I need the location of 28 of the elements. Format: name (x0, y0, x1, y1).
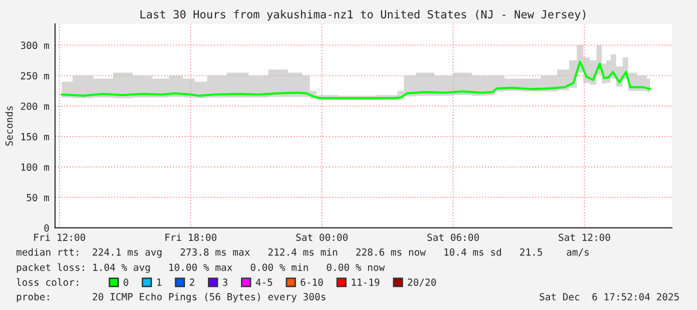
text: probe: 20 ICMP Echo Pings (56 Bytes) every 300s (16, 292, 326, 302)
x-tick-label: Fri 18:00 (165, 233, 216, 241)
x-tick-label: Fri 12:00 (34, 233, 86, 241)
legend-title: loss color: (16, 278, 78, 286)
x-tick-label: Sat 00:00 (296, 234, 348, 241)
y-tick-label: 0 (44, 224, 49, 232)
text: Sat Dec 6 17:52:04 2025 (540, 293, 679, 300)
y-tick-label: 200 m (20, 102, 50, 110)
x-tick-label: Sat 06:00 (427, 234, 479, 241)
legend-label: 4-5 (256, 278, 272, 286)
legend-label: 0 (124, 278, 128, 286)
chart-title: Last 30 Hours from yakushima-nz1 to United States (NJ - New Jersey) (140, 10, 586, 21)
y-tick-label: 50 m (26, 194, 50, 202)
y-tick-label: 150 m (21, 133, 50, 140)
y-axis-title: Seconds (5, 106, 13, 146)
y-tick-label: 100 m (21, 163, 50, 171)
legend-label: 6-10 (300, 278, 323, 286)
text: packet loss: 1.04 % avg 10.00 % max 0.00 % min 0.00 % now (16, 263, 385, 273)
x-tick-label: Sat 12:00 (558, 234, 610, 241)
legend-label: 11-19 (352, 278, 380, 286)
legend-label: 3 (222, 278, 228, 286)
y-tick-label: 300 m (20, 42, 50, 50)
line-series (60, 60, 652, 100)
y-tick-label: 250 m (20, 72, 50, 80)
legend-label: 1 (157, 278, 162, 286)
text: median rtt: 224.1 ms avg 273.8 ms max 212.4 ms min 228.6 ms now 10.4 ms sd 21.5 am/s (16, 248, 589, 258)
legend-label: 20/20 (408, 278, 436, 287)
legend-label: 2 (190, 278, 194, 286)
